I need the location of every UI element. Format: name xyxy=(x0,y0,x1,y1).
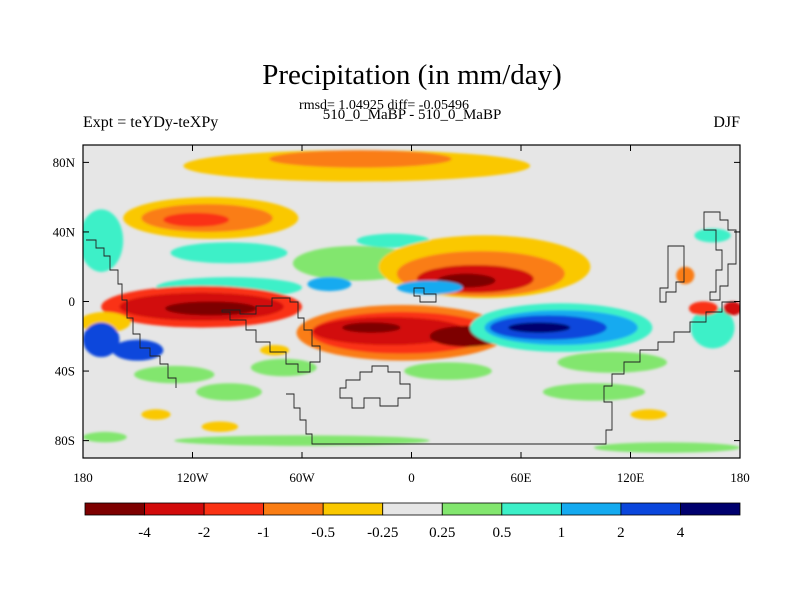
coastline-outlines xyxy=(86,211,737,445)
precip-contour-33 xyxy=(690,306,735,349)
colorbar-label: -0.5 xyxy=(311,525,335,541)
comparison-label: 510_0_MaBP - 510_0_MaBP xyxy=(323,107,502,123)
y-tick-label: 40S xyxy=(55,364,75,379)
colorbar-swatch-9 xyxy=(620,502,681,516)
coastline-west-continent xyxy=(86,239,177,388)
x-tick-label: 180 xyxy=(730,470,750,485)
precip-contour-44 xyxy=(141,409,171,420)
precip-contour-4 xyxy=(163,212,229,227)
precip-contour-6 xyxy=(170,242,288,264)
coastline-island-group xyxy=(339,365,411,409)
precip-contour-34 xyxy=(688,301,719,316)
x-tick-label: 120E xyxy=(617,470,645,485)
y-tick-label: 0 xyxy=(69,294,76,309)
season-label: DJF xyxy=(713,114,740,131)
colorbar-label: 0.5 xyxy=(492,525,511,541)
colorbar-swatch-6 xyxy=(441,502,503,516)
colorbar-label: -0.25 xyxy=(367,525,398,541)
x-axis: 180 120W 60W 0 60E 120E 180 xyxy=(73,145,750,485)
precip-contour-21 xyxy=(112,339,164,361)
colorbar: -4 -2 -1 -0.5 -0.25 0.25 0.5 1 2 4 xyxy=(84,502,741,541)
precip-contour-38 xyxy=(250,358,317,377)
precip-contour-46 xyxy=(630,409,667,420)
colorbar-swatch-5 xyxy=(382,502,443,516)
precip-contour-45 xyxy=(201,421,239,432)
precip-contour-18 xyxy=(165,301,257,316)
precip-contour-15 xyxy=(396,280,463,295)
precip-contour-47 xyxy=(174,435,430,446)
precip-contour-1 xyxy=(269,150,452,168)
x-tick-label: 60W xyxy=(289,470,315,485)
coastline-south-continent xyxy=(286,301,736,445)
colorbar-label: 0.25 xyxy=(429,525,455,541)
y-axis: 80N 40N 0 40S 80S xyxy=(53,155,740,448)
colorbar-label: 4 xyxy=(677,525,685,541)
coastline-small-isle xyxy=(413,287,437,303)
precip-contour-14 xyxy=(307,277,352,292)
colorbar-swatch-10 xyxy=(680,502,741,516)
precip-contour-48 xyxy=(594,442,740,453)
coastline-central-continent xyxy=(221,297,321,373)
precip-contour-41 xyxy=(196,383,262,401)
precip-contour-43 xyxy=(542,383,646,401)
colorbar-label: -2 xyxy=(198,525,211,541)
precip-contour-31 xyxy=(508,322,571,333)
precip-contour-49 xyxy=(83,431,127,443)
precip-contour-20 xyxy=(83,322,120,358)
precip-contour-36 xyxy=(676,266,695,285)
precip-contour-25 xyxy=(342,322,401,333)
colorbar-swatch-7 xyxy=(501,502,562,516)
precip-contour-35 xyxy=(723,301,740,316)
colorbar-label: 2 xyxy=(617,525,625,541)
x-tick-label: 180 xyxy=(73,470,93,485)
colorbar-label: 1 xyxy=(558,525,566,541)
colorbar-swatch-4 xyxy=(322,502,384,516)
precip-contour-5 xyxy=(83,209,124,272)
colorbar-swatch-3 xyxy=(263,502,324,516)
y-tick-label: 80N xyxy=(53,155,76,170)
colorbar-swatch-1 xyxy=(144,502,205,516)
chart-subtitle: rmsd= 1.04925 diff= -0.05496 xyxy=(299,98,469,113)
coastline-east-continent xyxy=(659,245,685,303)
colorbar-label: -4 xyxy=(138,525,151,541)
precip-contour-40 xyxy=(134,365,215,384)
colorbar-swatch-2 xyxy=(203,502,265,516)
x-tick-label: 0 xyxy=(408,470,415,485)
chart-title: Precipitation (in mm/day) xyxy=(262,59,562,91)
x-tick-label: 60E xyxy=(511,470,532,485)
y-tick-label: 80S xyxy=(55,433,75,448)
map-plot-area xyxy=(83,145,740,458)
colorbar-swatch-8 xyxy=(560,502,622,516)
colorbar-label: -1 xyxy=(257,525,270,541)
x-tick-label: 120W xyxy=(177,470,210,485)
precip-contour-32 xyxy=(557,351,667,373)
precip-contour-39 xyxy=(260,344,290,356)
experiment-label: Expt = teYDy-teXPy xyxy=(83,114,218,131)
coastline-northeast-fragment xyxy=(703,211,737,301)
colorbar-swatch-0 xyxy=(84,502,145,516)
y-tick-label: 40N xyxy=(53,224,76,239)
precip-contour-37 xyxy=(694,228,731,243)
precip-contour-42 xyxy=(404,362,492,380)
precipitation-contours xyxy=(83,150,740,453)
